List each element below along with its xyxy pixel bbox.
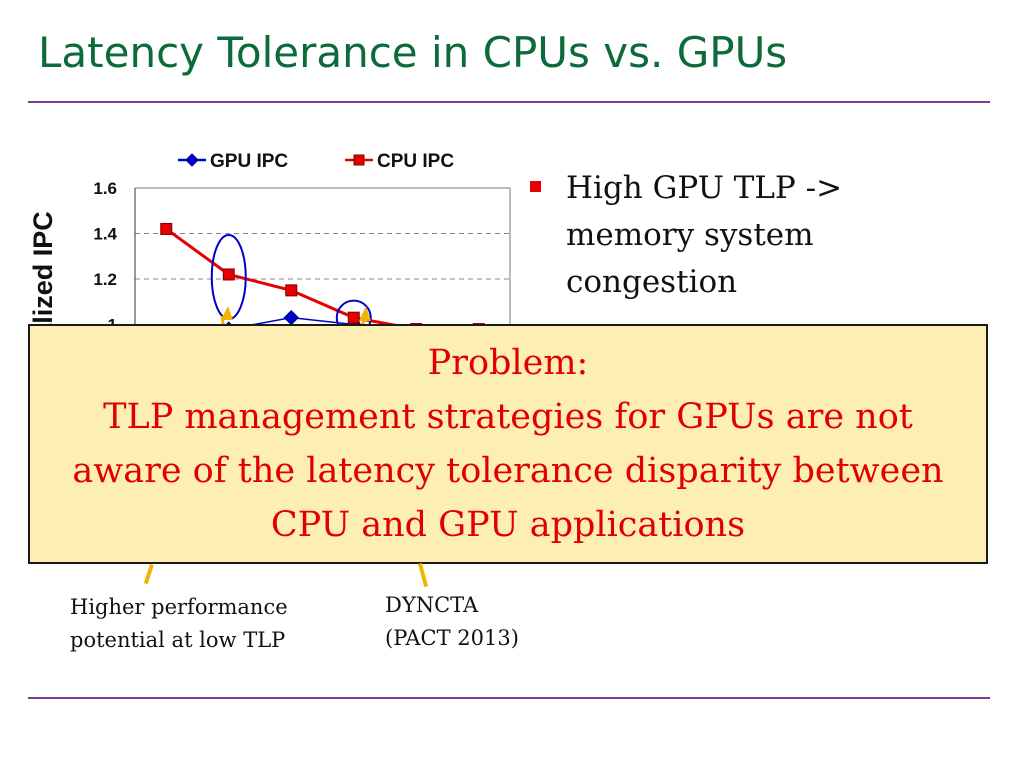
slide-title: Latency Tolerance in CPUs vs. GPUs (38, 28, 788, 77)
right-arrow-tail (418, 562, 429, 588)
left-annotation: Higher performance potential at low TLP (70, 591, 288, 657)
right-annotation: DYNCTA (PACT 2013) (385, 589, 519, 655)
right-arrow-head (359, 306, 371, 321)
left-arrow-head (221, 306, 233, 320)
y-tick-label: 1.2 (93, 270, 117, 289)
legend-label: CPU IPC (377, 151, 454, 172)
bullet-marker-icon (530, 181, 541, 192)
left-annotation-line-1: Higher performance (70, 595, 288, 619)
y-tick-label: 1.4 (93, 225, 117, 244)
cpu-data-point (160, 222, 173, 235)
problem-line-2: aware of the latency tolerance disparity… (72, 451, 944, 491)
cpu-data-point (222, 268, 235, 281)
left-arrow-tail (143, 564, 154, 585)
bullet-text: High GPU TLP -> memory system congestion (566, 170, 843, 300)
title-divider (28, 101, 990, 103)
left-annotation-line-2: potential at low TLP (70, 628, 286, 652)
legend-marker-square (353, 154, 365, 166)
problem-callout: Problem: TLP management strategies for G… (28, 324, 988, 564)
footer-divider (28, 697, 990, 699)
gpu-data-point (283, 309, 299, 326)
cpu-data-point (347, 311, 360, 324)
legend-marker-diamond (185, 153, 199, 167)
problem-heading: Problem: (427, 343, 589, 383)
problem-line-3: CPU and GPU applications (270, 505, 746, 545)
cpu-data-point (285, 284, 298, 297)
legend-label: GPU IPC (210, 151, 288, 172)
problem-line-1: TLP management strategies for GPUs are n… (103, 397, 913, 437)
y-axis-label: alized IPC (28, 211, 58, 339)
right-annotation-line-2: (PACT 2013) (385, 626, 519, 650)
cpu-series-line (165, 227, 479, 331)
right-annotation-line-1: DYNCTA (385, 593, 479, 617)
y-tick-label: 1.6 (93, 179, 117, 198)
